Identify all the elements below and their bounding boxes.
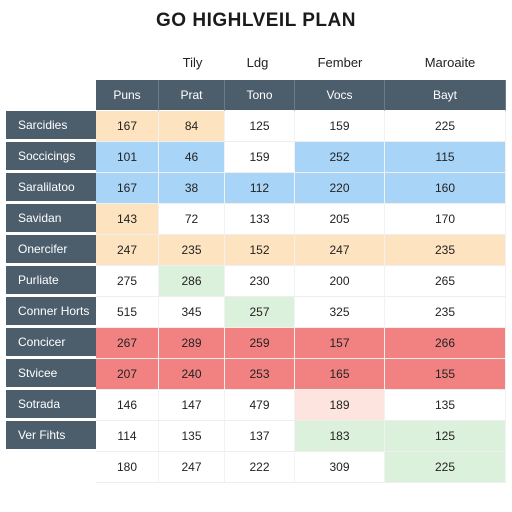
- table-cell: 167: [96, 173, 159, 204]
- table-cell: 147: [159, 390, 225, 421]
- page-title: GO HIGHLVEIL PLAN: [156, 10, 356, 31]
- table-row[interactable]: Concicer 267 289 259 157 266: [6, 328, 506, 359]
- table-cell: 309: [295, 452, 385, 483]
- table-cell: 252: [295, 142, 385, 173]
- table-row[interactable]: 180 247 222 309 225: [6, 452, 506, 483]
- table-cell: 275: [96, 266, 159, 297]
- column-header[interactable]: Vocs: [295, 80, 385, 111]
- top-header-tily: Tily: [182, 55, 203, 70]
- table-cell: 205: [295, 204, 385, 235]
- column-header[interactable]: Tono: [225, 80, 295, 111]
- table-cell: 189: [295, 390, 385, 421]
- table-cell: 114: [96, 421, 159, 452]
- table-cell: 220: [295, 173, 385, 204]
- table-row[interactable]: Ver Fihts 114 135 137 183 125: [6, 421, 506, 452]
- table-cell: 137: [225, 421, 295, 452]
- table-cell: 135: [159, 421, 225, 452]
- table-header-row: Puns Prat Tono Vocs Bayt: [6, 80, 506, 111]
- row-label: Sarcidies: [6, 111, 96, 142]
- row-label: Soccicings: [6, 142, 96, 173]
- table-cell: 247: [295, 235, 385, 266]
- row-label: Sotrada: [6, 390, 96, 421]
- table-cell: 479: [225, 390, 295, 421]
- table-row[interactable]: Stvicee 207 240 253 165 155: [6, 359, 506, 390]
- table-cell: 235: [385, 235, 506, 266]
- table-cell: 146: [96, 390, 159, 421]
- table-cell: 101: [96, 142, 159, 173]
- table-cell: 253: [225, 359, 295, 390]
- top-header-maroaite: Maroaite: [424, 55, 476, 70]
- row-label: Ver Fihts: [6, 421, 96, 452]
- table-cell: 222: [225, 452, 295, 483]
- table-cell: 155: [385, 359, 506, 390]
- table-cell: 152: [225, 235, 295, 266]
- table-cell: 38: [159, 173, 225, 204]
- column-header[interactable]: Bayt: [385, 80, 506, 111]
- row-label: Purliate: [6, 266, 96, 297]
- table-cell: 259: [225, 328, 295, 359]
- table-cell: 115: [385, 142, 506, 173]
- table-cell: 183: [295, 421, 385, 452]
- row-label: [6, 452, 96, 483]
- row-label: Concicer: [6, 328, 96, 359]
- top-header-ldg: Ldg: [246, 55, 269, 70]
- table-row[interactable]: Purliate 275 286 230 200 265: [6, 266, 506, 297]
- table-cell: 167: [96, 111, 159, 142]
- row-label: Conner Horts: [6, 297, 96, 328]
- table-row[interactable]: Sotrada 146 147 479 189 135: [6, 390, 506, 421]
- table-cell: 266: [385, 328, 506, 359]
- table-cell: 170: [385, 204, 506, 235]
- column-header[interactable]: Puns: [96, 80, 159, 111]
- table-cell: 133: [225, 204, 295, 235]
- table-cell: 345: [159, 297, 225, 328]
- table-cell: 200: [295, 266, 385, 297]
- table-row[interactable]: Saralilatoo 167 38 112 220 160: [6, 173, 506, 204]
- row-label: Onercifer: [6, 235, 96, 266]
- table-cell: 235: [385, 297, 506, 328]
- table-cell: 225: [385, 111, 506, 142]
- table-cell: 112: [225, 173, 295, 204]
- table-cell: 125: [385, 421, 506, 452]
- table-cell: 265: [385, 266, 506, 297]
- table-cell: 240: [159, 359, 225, 390]
- table-row[interactable]: Onercifer 247 235 152 247 235: [6, 235, 506, 266]
- table-cell: 230: [225, 266, 295, 297]
- table-cell: 267: [96, 328, 159, 359]
- table-row[interactable]: Savidan 143 72 133 205 170: [6, 204, 506, 235]
- table-cell: 159: [295, 111, 385, 142]
- table-cell: 247: [96, 235, 159, 266]
- table-cell: 257: [225, 297, 295, 328]
- top-header-fember: Fember: [317, 55, 363, 70]
- table-cell: 515: [96, 297, 159, 328]
- table-cell: 143: [96, 204, 159, 235]
- table-cell: 289: [159, 328, 225, 359]
- table-cell: 325: [295, 297, 385, 328]
- table-cell: 125: [225, 111, 295, 142]
- table-cell: 180: [96, 452, 159, 483]
- table-cell: 159: [225, 142, 295, 173]
- top-header-row: Tily Ldg Fember Maroaite: [0, 55, 512, 77]
- table-cell: 225: [385, 452, 506, 483]
- table-row[interactable]: Sarcidies 167 84 125 159 225: [6, 111, 506, 142]
- table-cell: 135: [385, 390, 506, 421]
- table-row[interactable]: Soccicings 101 46 159 252 115: [6, 142, 506, 173]
- table-cell: 235: [159, 235, 225, 266]
- table-cell: 84: [159, 111, 225, 142]
- column-header[interactable]: Prat: [159, 80, 225, 111]
- row-label: Savidan: [6, 204, 96, 235]
- table-row[interactable]: Conner Horts 515 345 257 325 235: [6, 297, 506, 328]
- table-cell: 247: [159, 452, 225, 483]
- table-cell: 157: [295, 328, 385, 359]
- table-cell: 286: [159, 266, 225, 297]
- row-label: Saralilatoo: [6, 173, 96, 204]
- table-cell: 160: [385, 173, 506, 204]
- table-cell: 72: [159, 204, 225, 235]
- table-cell: 46: [159, 142, 225, 173]
- table-cell: 165: [295, 359, 385, 390]
- table-header-corner: [6, 80, 96, 111]
- table-cell: 207: [96, 359, 159, 390]
- row-label: Stvicee: [6, 359, 96, 390]
- data-table: Puns Prat Tono Vocs Bayt Sarcidies 167 8…: [6, 80, 506, 483]
